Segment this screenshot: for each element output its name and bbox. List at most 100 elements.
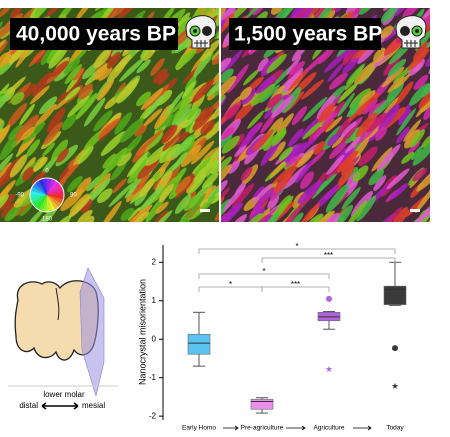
- crystal: [333, 8, 346, 13]
- crystal: [124, 184, 137, 199]
- sequence-arrow: [353, 425, 372, 431]
- crystal: [164, 91, 184, 117]
- crystal: [221, 134, 233, 154]
- crystal: [221, 164, 232, 187]
- crystal: [224, 214, 248, 222]
- crystal: [20, 126, 36, 141]
- crystal: [157, 73, 170, 86]
- crystal: [150, 58, 165, 76]
- crystal: [114, 112, 132, 135]
- crystal: [9, 8, 22, 19]
- crystal: [422, 204, 430, 218]
- crystal: [97, 118, 121, 139]
- box-chart: Nanocrystal misorientation -2 -1 0 1 2 Early …: [137, 242, 407, 432]
- wheel-sector: [47, 182, 62, 195]
- crystal: [28, 48, 46, 67]
- crystal: [131, 173, 150, 195]
- crystal: [409, 129, 425, 148]
- wheel-sector: [34, 195, 47, 210]
- crystal: [416, 169, 430, 192]
- tooth-direction: distal: [19, 401, 38, 410]
- crystal: [396, 126, 410, 144]
- crystal: [393, 73, 411, 90]
- crystal: [300, 171, 314, 190]
- crystal: [0, 8, 14, 18]
- x-tick-label: Today: [386, 425, 404, 432]
- crystal: [33, 157, 48, 172]
- crystal: [283, 67, 304, 94]
- crystal: [31, 171, 46, 185]
- crystal: [193, 52, 212, 78]
- crystal: [4, 204, 22, 222]
- crystal: [413, 41, 430, 62]
- crystal: [371, 146, 393, 172]
- crystal: [191, 78, 215, 103]
- crystal: [97, 188, 113, 204]
- crystal: [389, 183, 409, 200]
- crystal: [116, 152, 132, 167]
- crystal: [171, 103, 192, 126]
- crystal: [0, 153, 14, 181]
- crystal: [182, 82, 195, 98]
- crystal: [19, 202, 33, 217]
- significance-label: ***: [291, 280, 300, 289]
- crystal: [413, 74, 429, 91]
- crystal: [110, 161, 127, 181]
- crystal: [316, 173, 337, 194]
- wheel-sector: [30, 195, 47, 200]
- crystal: [112, 178, 127, 194]
- crystal: [180, 144, 202, 168]
- crystal: [352, 165, 369, 182]
- wheel-sector: [47, 195, 52, 212]
- crystal: [337, 165, 355, 186]
- crystal: [366, 112, 387, 133]
- label-bg: [229, 18, 381, 50]
- crystal: [77, 145, 94, 165]
- wheel-sector: [32, 195, 47, 208]
- crystal: [29, 85, 50, 105]
- crystal: [9, 154, 28, 178]
- crystal: [211, 51, 219, 65]
- wheel-tick: 0: [45, 169, 49, 175]
- crystal: [390, 207, 409, 222]
- crystal: [286, 56, 302, 75]
- crystal: [429, 39, 449, 64]
- crystal: [221, 75, 237, 101]
- skull-icon: [395, 15, 427, 49]
- crystal: [225, 104, 240, 120]
- crystal: [8, 124, 24, 141]
- significance-label: ***: [324, 251, 333, 260]
- crystal: [320, 111, 336, 126]
- crystal: [119, 57, 145, 82]
- crystal: [347, 104, 359, 118]
- crystal: [196, 113, 215, 133]
- crystal: [299, 202, 321, 222]
- crystal: [211, 93, 219, 120]
- wheel-sector: [30, 195, 47, 204]
- crystal: [204, 178, 219, 205]
- crystal: [430, 113, 448, 133]
- crystal: [301, 79, 324, 100]
- crystal: [136, 59, 151, 74]
- section-plane: [79, 267, 105, 398]
- crystal: [267, 93, 283, 108]
- crystal: [342, 51, 354, 66]
- crystal: [56, 79, 82, 103]
- crystal: [302, 118, 326, 140]
- y-tick-label: 2: [152, 257, 157, 266]
- crystal: [42, 142, 56, 157]
- crystal: [380, 25, 394, 39]
- crystal: [34, 8, 52, 17]
- wheel-sector: [47, 195, 60, 210]
- significance-bracket: [261, 257, 396, 263]
- color-wheel: [29, 177, 65, 213]
- crystal: [0, 93, 9, 115]
- crystal: [250, 83, 276, 106]
- crystal: [119, 118, 144, 143]
- crystal: [272, 65, 293, 87]
- crystal: [0, 52, 10, 72]
- crystal: [174, 167, 187, 183]
- crystal: [226, 64, 249, 94]
- crystal: [420, 8, 430, 21]
- crystal: [278, 146, 293, 161]
